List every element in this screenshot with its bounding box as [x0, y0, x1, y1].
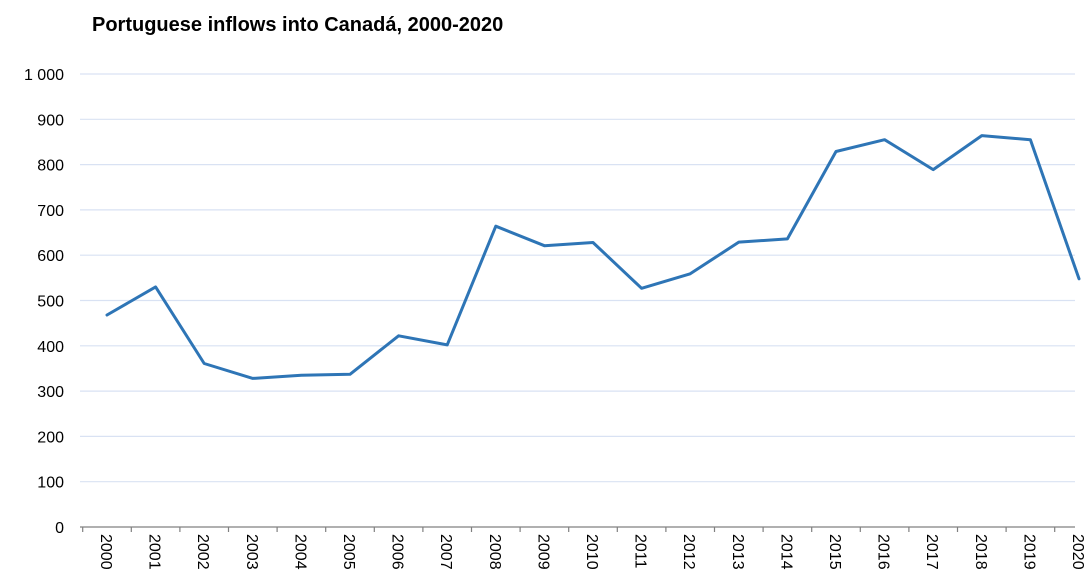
series-layer [105, 134, 1081, 380]
x-tick-label-2003: 2003 [243, 534, 260, 570]
y-tick-label-300: 300 [37, 384, 64, 401]
x-axis [80, 526, 1075, 532]
x-tick-label-2002: 2002 [194, 534, 211, 570]
chart-title: Portuguese inflows into Canadá, 2000-202… [92, 14, 504, 36]
x-tick-label-2011: 2011 [632, 534, 649, 569]
y-tick-label-200: 200 [37, 429, 64, 446]
y-tick-label-1000: 1 000 [24, 67, 64, 84]
series-line-0 [105, 134, 1081, 380]
x-tick-label-2013: 2013 [729, 534, 746, 570]
x-tick-label-2004: 2004 [291, 534, 308, 570]
y-tick-label-0: 0 [55, 520, 64, 537]
y-tick-label-500: 500 [37, 294, 64, 311]
y-tick-label-900: 900 [37, 112, 64, 129]
x-tick-label-2001: 2001 [146, 534, 163, 570]
x-tick-label-2020: 2020 [1069, 534, 1084, 570]
y-tick-label-100: 100 [37, 475, 64, 492]
x-tick-label-2010: 2010 [583, 534, 600, 570]
x-tick-label-2019: 2019 [1020, 534, 1037, 570]
x-tick-label-2005: 2005 [340, 534, 357, 570]
x-tick-label-2015: 2015 [826, 534, 843, 570]
x-tick-label-2014: 2014 [777, 534, 794, 570]
x-tick-label-2012: 2012 [680, 534, 697, 570]
gridlines [80, 73, 1075, 483]
x-tick-label-2017: 2017 [923, 534, 940, 570]
y-tick-label-400: 400 [37, 339, 64, 356]
y-axis-ticks: 0 100 200 300 400 500 600 700 800 900 1 000 [24, 67, 64, 537]
x-tick-label-2018: 2018 [972, 534, 989, 570]
x-tick-label-2000: 2000 [97, 534, 114, 570]
x-tick-label-2008: 2008 [486, 534, 503, 570]
y-tick-label-600: 600 [37, 248, 64, 265]
y-tick-label-800: 800 [37, 158, 64, 175]
x-tick-label-2007: 2007 [437, 534, 454, 570]
x-tick-label-2016: 2016 [875, 534, 892, 570]
x-tick-label-2006: 2006 [389, 534, 406, 570]
x-tick-label-2009: 2009 [534, 534, 551, 570]
y-tick-label-700: 700 [37, 203, 64, 220]
x-axis-ticks: 2000 2001 2002 2003 2004 2005 2006 2007 2008 2009… [97, 534, 1084, 570]
